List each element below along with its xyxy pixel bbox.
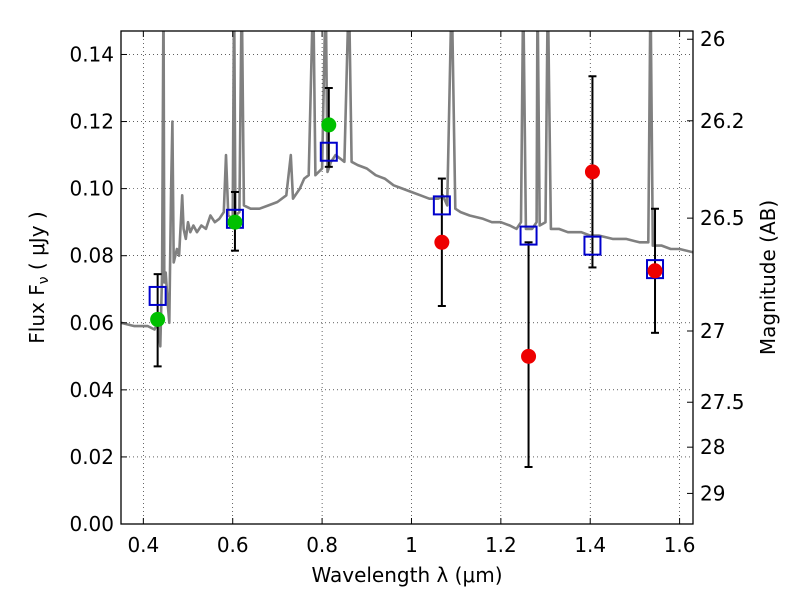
observed-point [227,214,243,230]
observed-point [434,234,450,250]
model-square-marker [583,235,602,256]
x-tick-label: 1.6 [664,533,696,557]
model-square-marker [319,141,338,162]
plot-frame [120,30,694,525]
y-axis-label-subscript: ν [36,276,52,284]
observed-point [150,311,166,327]
y-tick-label: 0.04 [69,378,114,402]
spectrum-line [121,31,693,348]
x-tick-label: 0.6 [217,533,249,557]
y2-tick-label: 27.5 [700,390,745,414]
observed-point [647,263,663,279]
x-tick-label: 1.4 [574,533,606,557]
y2-tick-label: 26.5 [700,206,745,230]
y-axis-label-main: Flux F [25,284,49,343]
grid [121,31,693,525]
x-tick-label: 0.8 [306,533,338,557]
y-tick-label: 0.12 [69,110,114,134]
observed-point [521,348,537,364]
y-tick-label: 0.08 [69,244,114,268]
y-tick-label: 0.14 [69,42,114,66]
x-tick-label: 0.4 [127,533,159,557]
x-tick-label: 1 [405,533,418,557]
model-square-marker [148,285,167,306]
y-tick-label: 0.10 [69,177,114,201]
model-square-marker [432,195,451,216]
y-tick-label: 0.02 [69,445,114,469]
y2-tick-label: 28 [700,435,725,459]
y2-tick-label: 27 [700,319,725,343]
x-axis-label: Wavelength λ (μm) [311,563,502,587]
observed-point [584,164,600,180]
model-square-marker [519,225,538,246]
y-axis-label: Flux Fν ( μJy ) [25,211,52,343]
y2-tick-label: 26.2 [700,109,745,133]
markers [148,117,665,364]
x-tick-label: 1.2 [485,533,517,557]
axis-ticks: 0.4 0.6 0.8 1 1.2 1.4 1.6 0.00 0.02 0.04 0.06 0.08 0… [69,27,744,557]
plot-area [121,31,693,348]
y2-axis-label: Magnitude (AB) [756,200,780,355]
y-tick-label: 0.06 [69,311,114,335]
y2-tick-label: 26 [700,27,725,51]
y2-tick-label: 29 [700,481,725,505]
y-tick-label: 0.00 [69,512,114,536]
observed-point [321,117,337,133]
y-axis-label-unit: ( μJy ) [25,211,49,276]
error-bars [153,75,660,468]
